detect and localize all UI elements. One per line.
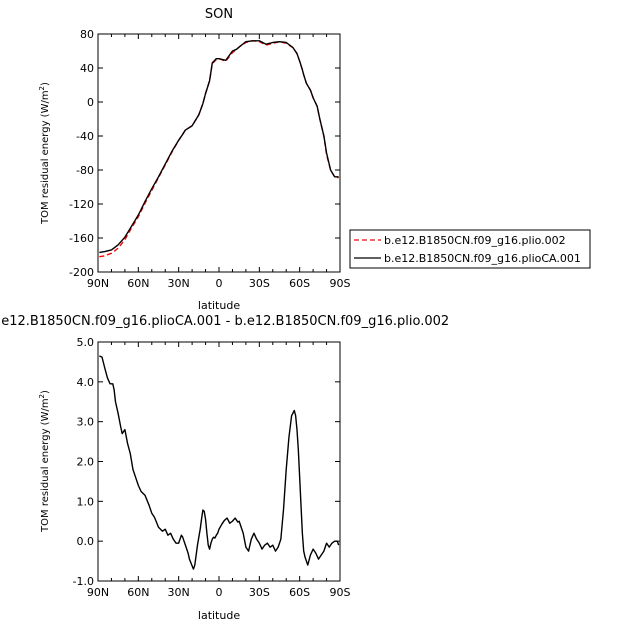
top-y-tick-label: -120: [69, 198, 94, 211]
bottom-x-tick-label: 90S: [330, 586, 351, 599]
top-x-tick-label: 90S: [330, 277, 351, 290]
bottom-y-axis-label: TOM residual energy (W/m2): [38, 390, 51, 533]
top-x-tick-label: 60S: [289, 277, 310, 290]
top-x-tick-label: 30S: [249, 277, 270, 290]
top-chart-title: SON: [205, 7, 233, 22]
bottom-y-tick-label: 0.0: [77, 535, 95, 548]
legend-label-plio: b.e12.B1850CN.f09_g16.plio.002: [384, 234, 566, 247]
bottom-y-tick-label: 1.0: [77, 495, 95, 508]
top-x-tick-label: 0: [216, 277, 223, 290]
top-series-line-1: [99, 40, 339, 254]
bottom-series-group: [99, 355, 340, 570]
top-y-tick-label: 80: [80, 28, 94, 41]
bottom-y-tick-label: 2.0: [77, 456, 95, 469]
legend-box: [349, 229, 591, 269]
top-series-group: [99, 40, 339, 258]
bottom-x-axis: 90N 60N 30N 0 30S 60S 90S: [87, 342, 351, 599]
top-y-tick-label: 40: [80, 62, 94, 75]
bottom-x-tick-label: 60S: [289, 586, 310, 599]
bottom-y-tick-label: -1.0: [73, 575, 94, 588]
bottom-chart-title: b.e12.B1850CN.f09_g16.plioCA.001 - b.e12…: [0, 314, 449, 329]
bottom-x-tick-label: 0: [216, 586, 223, 599]
top-x-tick-label: 60N: [127, 277, 149, 290]
top-y-axis: -200 -160 -120 -80 -40 0 40 80: [69, 28, 340, 279]
top-plot-frame: [97, 33, 341, 273]
bottom-y-axis: -1.0 0.0 1.0 2.0 3.0 4.0 5.0: [73, 336, 340, 588]
bottom-panel: b.e12.B1850CN.f09_g16.plioCA.001 - b.e12…: [0, 314, 449, 622]
top-panel: SON -200 -160 -120 -80 -40 0 40 80 90N 60N 30N 0 30…: [38, 7, 351, 312]
bottom-y-tick-label: 3.0: [77, 416, 95, 429]
top-x-tick-label: 30N: [168, 277, 190, 290]
bottom-y-tick-label: 4.0: [77, 376, 95, 389]
top-y-tick-label: -40: [76, 130, 94, 143]
top-y-axis-label: TOM residual energy (W/m2): [38, 82, 51, 225]
top-x-axis-label: latitude: [198, 299, 240, 312]
top-x-axis: 90N 60N 30N 0 30S 60S 90S: [87, 34, 351, 290]
bottom-series-line-0: [99, 355, 340, 570]
bottom-x-tick-label: 90N: [87, 586, 109, 599]
top-y-tick-label: -160: [69, 232, 94, 245]
legend-label-plioca: b.e12.B1850CN.f09_g16.plioCA.001: [384, 252, 581, 265]
bottom-y-tick-label: 5.0: [77, 336, 95, 349]
bottom-x-tick-label: 60N: [127, 586, 149, 599]
top-y-tick-label: 0: [87, 96, 94, 109]
top-y-tick-label: -200: [69, 266, 94, 279]
bottom-x-axis-label: latitude: [198, 609, 240, 622]
bottom-x-tick-label: 30N: [168, 586, 190, 599]
legend: b.e12.B1850CN.f09_g16.plio.002 b.e12.B18…: [349, 229, 591, 269]
top-y-tick-label: -80: [76, 164, 94, 177]
bottom-x-tick-label: 30S: [249, 586, 270, 599]
top-x-tick-label: 90N: [87, 277, 109, 290]
